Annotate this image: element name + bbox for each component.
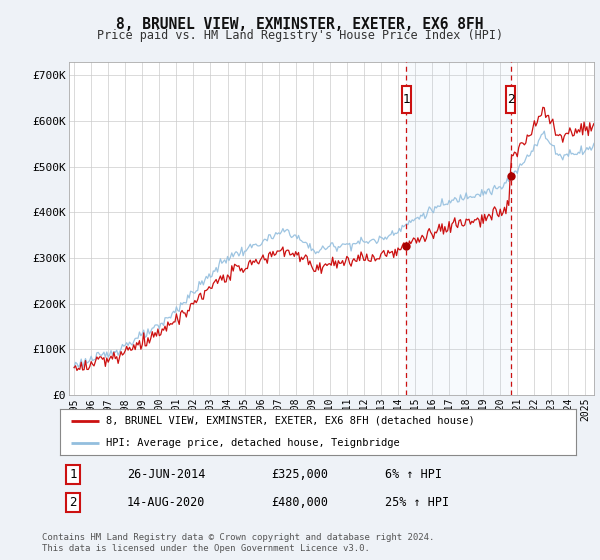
Text: 25% ↑ HPI: 25% ↑ HPI — [385, 496, 449, 509]
Text: 6% ↑ HPI: 6% ↑ HPI — [385, 468, 442, 481]
Text: Price paid vs. HM Land Registry's House Price Index (HPI): Price paid vs. HM Land Registry's House … — [97, 29, 503, 42]
Bar — [406, 62, 511, 395]
Bar — [506, 86, 515, 113]
Text: £480,000: £480,000 — [272, 496, 329, 509]
Text: 26-JUN-2014: 26-JUN-2014 — [127, 468, 205, 481]
Bar — [402, 86, 411, 113]
Text: 1: 1 — [403, 93, 410, 106]
Text: HPI: Average price, detached house, Teignbridge: HPI: Average price, detached house, Teig… — [106, 438, 400, 448]
Text: 2: 2 — [69, 496, 77, 509]
Text: 8, BRUNEL VIEW, EXMINSTER, EXETER, EX6 8FH: 8, BRUNEL VIEW, EXMINSTER, EXETER, EX6 8… — [116, 17, 484, 32]
Text: 8, BRUNEL VIEW, EXMINSTER, EXETER, EX6 8FH (detached house): 8, BRUNEL VIEW, EXMINSTER, EXETER, EX6 8… — [106, 416, 475, 426]
Text: 2: 2 — [507, 93, 515, 106]
Text: £325,000: £325,000 — [272, 468, 329, 481]
Text: 1: 1 — [69, 468, 77, 481]
Text: 14-AUG-2020: 14-AUG-2020 — [127, 496, 205, 509]
Text: Contains HM Land Registry data © Crown copyright and database right 2024.
This d: Contains HM Land Registry data © Crown c… — [42, 533, 434, 553]
